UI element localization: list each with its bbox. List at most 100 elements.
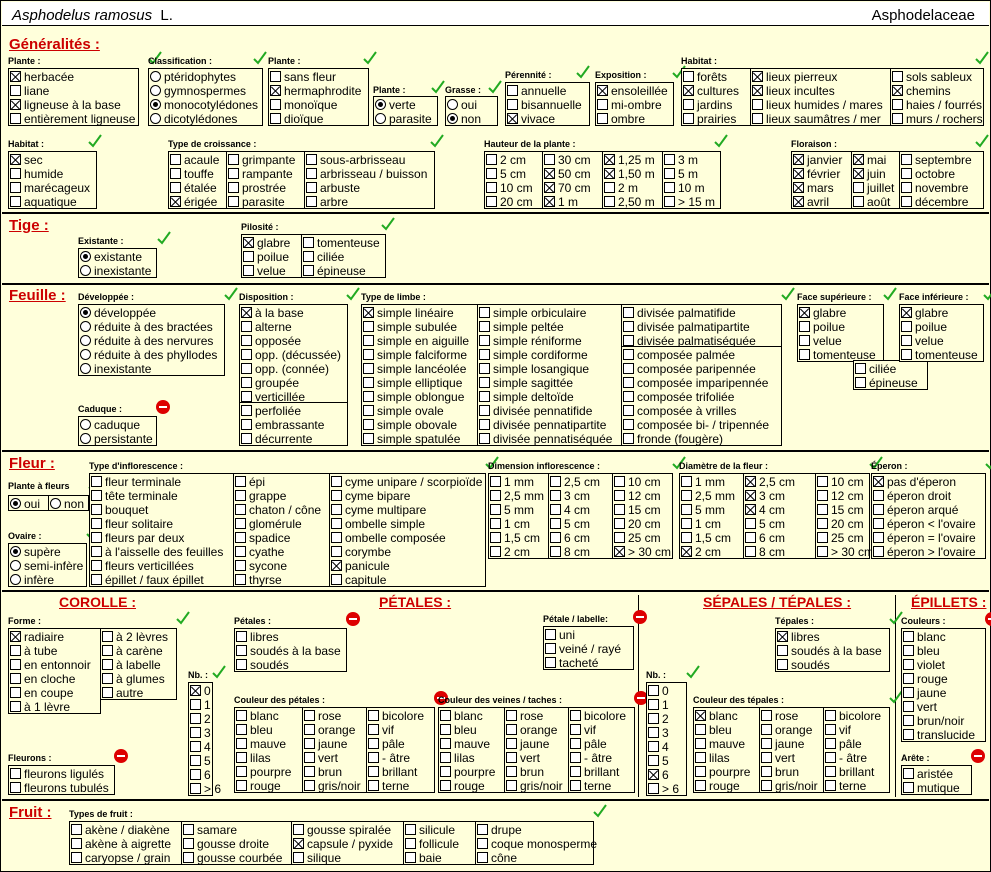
coulpet-option-mauve[interactable]: mauve [236,737,286,751]
checkbox[interactable] [550,532,561,543]
plante2-option-sans-fleur[interactable]: sans fleur [270,70,336,84]
caduque-option-caduque[interactable]: caduque [80,418,140,432]
classification-option-pteridophytes[interactable]: ptéridophytes [150,70,236,84]
dimension-option-6-cm[interactable]: 6 cm [550,531,590,545]
checkbox[interactable] [873,476,884,487]
disposition-option-embrassante[interactable]: embrassante [241,418,324,432]
coulveines-option-mauve[interactable]: mauve [440,737,490,751]
checkbox[interactable] [10,168,21,179]
plante-option-entierement-ligneuse[interactable]: entièrement ligneuse [10,112,135,126]
coultep-option-pourpre[interactable]: pourpre [695,765,750,779]
checkbox[interactable] [363,377,374,388]
couleurs-option-jaune[interactable]: jaune [903,686,946,700]
inflorescence-option-panicule[interactable]: panicule [331,559,390,573]
ovaire-option-semi-infere[interactable]: semi-infère [10,559,83,573]
radio-button[interactable] [447,113,458,124]
inflorescence-option-ombelle-simple[interactable]: ombelle simple [331,517,425,531]
checkbox[interactable] [695,710,706,721]
ovaire-option-supere[interactable]: supère [10,545,61,559]
checkbox[interactable] [901,335,912,346]
checkbox[interactable] [623,405,634,416]
hauteur-option-10-m[interactable]: 10 m [664,181,705,195]
fruit-option-drupe[interactable]: drupe [477,823,522,837]
checkbox[interactable] [270,85,281,96]
diametre-option-25-cm[interactable]: 25 cm [817,531,864,545]
checkbox[interactable] [190,769,201,780]
diametre-option-2-cm[interactable]: 2 cm [681,545,721,559]
fleurons-option-fleurons-tubules[interactable]: fleurons tubulés [10,781,109,795]
checkbox[interactable] [752,99,763,110]
checkbox[interactable] [363,363,374,374]
checkbox[interactable] [293,852,304,863]
radio-button[interactable] [80,265,91,276]
coulpet-option-lilas[interactable]: lilas [236,751,271,765]
dimension-option-1-cm[interactable]: 1 cm [490,517,530,531]
checkbox[interactable] [761,780,772,791]
plante3-option-parasite[interactable]: parasite [375,112,432,126]
checkbox[interactable] [623,349,634,360]
checkbox[interactable] [683,71,694,82]
checkbox[interactable] [681,476,692,487]
checkbox[interactable] [190,741,201,752]
checkbox[interactable] [486,168,497,179]
pilosite-option-glabre[interactable]: glabre [243,236,290,250]
diametre-option-15-cm[interactable]: 15 cm [817,503,864,517]
checkbox[interactable] [799,307,810,318]
coulpet-option-pale[interactable]: pâle [368,737,405,751]
checkbox[interactable] [614,546,625,557]
plante2-option-monoique[interactable]: monoïque [270,98,337,112]
classification-option-monocotyledones[interactable]: monocotylédones [150,98,258,112]
radio-button[interactable] [80,335,91,346]
petales-option-soudes[interactable]: soudés [236,658,289,672]
checkbox[interactable] [825,752,836,763]
checkbox[interactable] [799,321,810,332]
checkbox[interactable] [228,154,239,165]
developpee-option-developpee[interactable]: développée [80,306,156,320]
checkbox[interactable] [506,766,517,777]
disposition-option-perfoliee[interactable]: perfoliée [241,404,301,418]
checkbox[interactable] [304,724,315,735]
checkbox[interactable] [235,490,246,501]
eperon-option-eperon-l-ovaire[interactable]: éperon = l'ovaire [873,531,976,545]
hauteur-option-10-cm[interactable]: 10 cm [486,181,533,195]
coulpet-option-rose[interactable]: rose [304,709,341,723]
checkbox[interactable] [903,768,914,779]
checkbox[interactable] [903,782,914,793]
checkbox[interactable] [102,631,113,642]
checkbox[interactable] [817,504,828,515]
checkbox[interactable] [614,532,625,543]
checkbox[interactable] [479,349,490,360]
plante3-option-verte[interactable]: verte [375,98,416,112]
limbe-option-simple-sagittee[interactable]: simple sagittée [479,376,573,390]
floraison-option-septembre[interactable]: septembre [901,153,972,167]
checkbox[interactable] [293,838,304,849]
inflorescence-option-sycone[interactable]: sycone [235,559,287,573]
coultep-option-jaune[interactable]: jaune [761,737,804,751]
checkbox[interactable] [479,405,490,416]
checkbox[interactable] [793,196,804,207]
radio-button[interactable] [375,99,386,110]
radio-button[interactable] [150,85,161,96]
checkbox[interactable] [623,419,634,430]
nbsep-option-0[interactable]: 0 [648,684,669,698]
checkbox[interactable] [71,838,82,849]
checkbox[interactable] [777,645,788,656]
checkbox[interactable] [695,738,706,749]
checkbox[interactable] [506,710,517,721]
forme-option-a-labelle[interactable]: à labelle [102,658,161,672]
checkbox[interactable] [331,476,342,487]
limbe-option-simple-falciforme[interactable]: simple falciforme [363,348,467,362]
checkbox[interactable] [683,85,694,96]
disposition-option-groupee[interactable]: groupée [241,376,299,390]
checkbox[interactable] [853,182,864,193]
checkbox[interactable] [901,307,912,318]
limbe-option-simple-lineaire[interactable]: simple linéaire [363,306,454,320]
checkbox[interactable] [681,504,692,515]
checkbox[interactable] [901,154,912,165]
checkbox[interactable] [479,419,490,430]
plante2-option-hermaphrodite[interactable]: hermaphrodite [270,84,361,98]
checkbox[interactable] [236,710,247,721]
nbpet-option-0[interactable]: 0 [190,684,211,698]
coultep-option-blanc[interactable]: blanc [695,709,738,723]
inflorescence-option-fleur-solitaire[interactable]: fleur solitaire [91,517,173,531]
